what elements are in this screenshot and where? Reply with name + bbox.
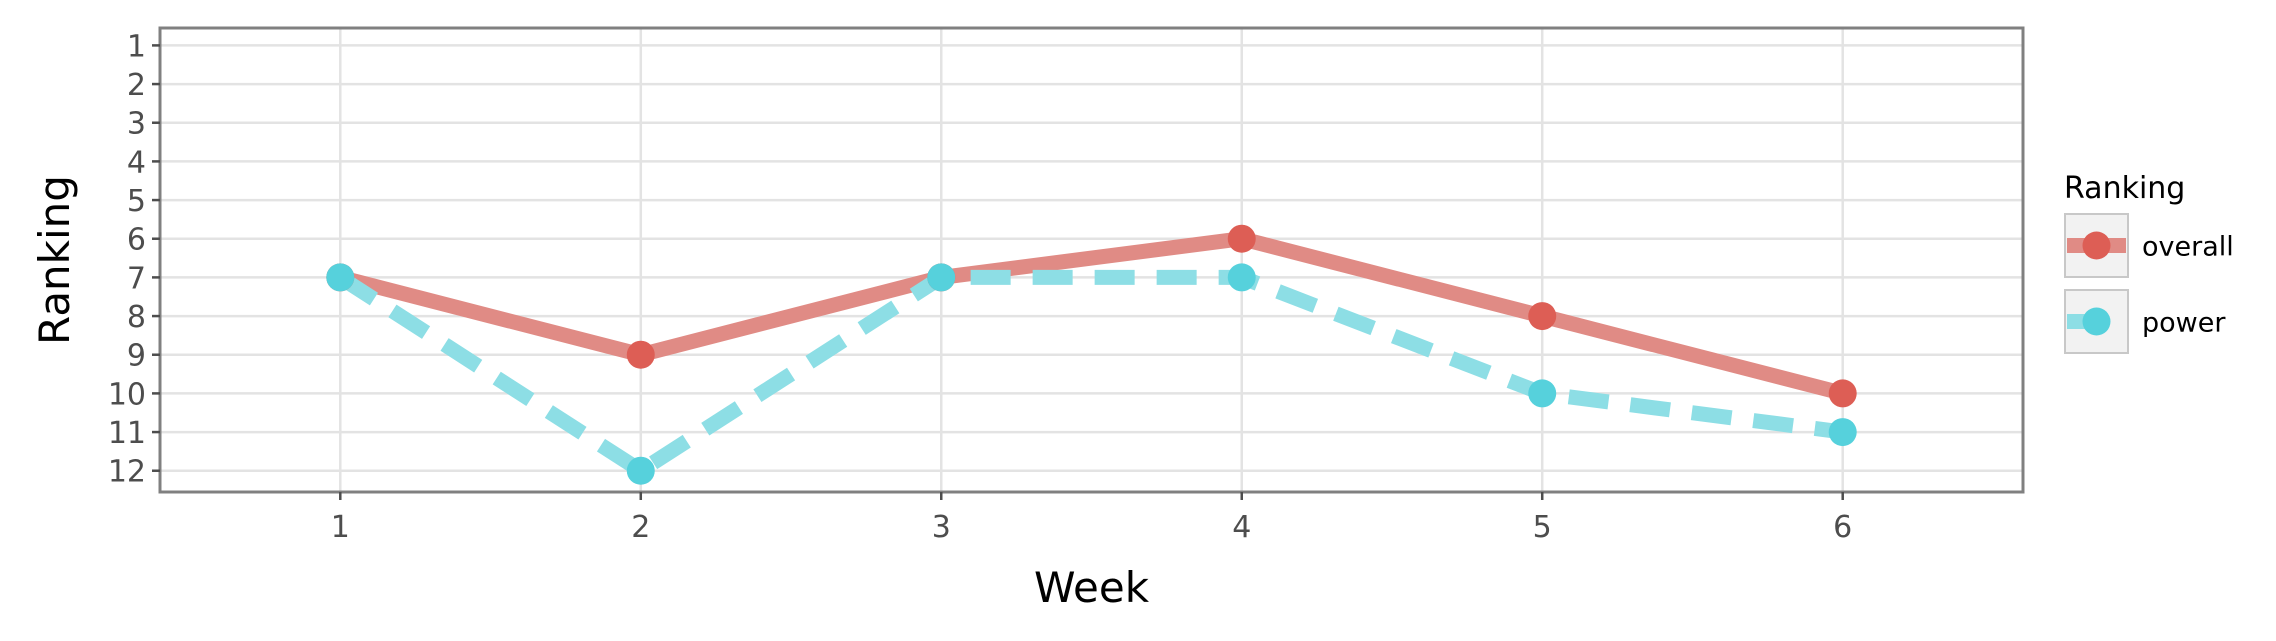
data-point-overall (1227, 224, 1256, 253)
data-point-power (1227, 263, 1256, 292)
y-tick-label: 2 (127, 68, 146, 103)
legend: Ranking overall power (2064, 171, 2234, 354)
legend-marker-power (2082, 307, 2111, 336)
data-point-power (1828, 418, 1857, 447)
x-axis-ticks: 1 2 3 4 5 6 (331, 492, 1852, 545)
y-tick-label: 11 (108, 416, 146, 451)
x-tick-label: 2 (631, 510, 650, 545)
data-point-power (1528, 379, 1557, 408)
legend-label-power: power (2142, 308, 2226, 339)
x-tick-label: 5 (1533, 510, 1552, 545)
x-tick-label: 4 (1232, 510, 1251, 545)
y-tick-label: 10 (108, 377, 146, 412)
legend-marker-overall (2082, 231, 2111, 260)
x-tick-label: 3 (932, 510, 951, 545)
data-point-overall (626, 340, 655, 369)
y-tick-label: 12 (108, 455, 146, 490)
grid (160, 28, 2023, 492)
y-tick-label: 4 (127, 145, 146, 180)
y-tick-label: 3 (127, 107, 146, 142)
series-line-power (336, 269, 1844, 479)
y-tick-label: 6 (127, 223, 146, 258)
data-point-power (326, 263, 355, 292)
x-tick-label: 6 (1833, 510, 1852, 545)
y-tick-label: 5 (127, 184, 146, 219)
y-tick-label: 1 (127, 29, 146, 64)
y-tick-label: 8 (127, 300, 146, 335)
legend-title: Ranking (2064, 171, 2185, 206)
series-line-overall (338, 231, 1845, 401)
series-points (326, 224, 1857, 485)
data-point-power (927, 263, 956, 292)
x-axis-title: Week (1034, 563, 1150, 612)
y-tick-label: 7 (127, 261, 146, 296)
legend-label-overall: overall (2142, 232, 2234, 263)
y-tick-label: 9 (127, 339, 146, 374)
plot-panel-border (158, 26, 2025, 494)
data-point-power (626, 456, 655, 485)
x-tick-label: 1 (331, 510, 350, 545)
data-point-overall (1528, 302, 1557, 331)
data-point-overall (1828, 379, 1857, 408)
series-lines (336, 231, 1845, 479)
y-axis-title: Ranking (30, 175, 79, 345)
